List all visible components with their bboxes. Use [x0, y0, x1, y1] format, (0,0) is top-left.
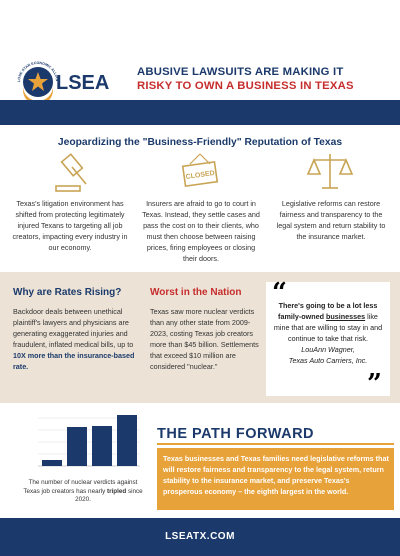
logo-star: [28, 72, 48, 91]
logo: LONE STAR ECONOMIC ALLIANCE LSEA: [10, 50, 109, 100]
closed-icon: CLOSED: [181, 153, 219, 188]
icons: CLOSED: [55, 153, 354, 192]
worst-heading: Worst in the Nation: [150, 287, 242, 298]
gavel-icon: [55, 153, 87, 192]
footer-url: LSEATX.COM: [165, 531, 235, 542]
quote-rest: like mine that are willing to stay in an…: [273, 312, 383, 343]
quote-author: LouAnn Wagner,: [301, 345, 355, 354]
intro-col1: Texas's litigation environment has shift…: [12, 199, 128, 252]
quote-underline: businesses: [325, 312, 366, 321]
quote-text: There's going to be a lot less family-ow…: [272, 300, 384, 366]
chart-caption: The number of nuclear verdicts against T…: [22, 479, 144, 505]
bar-chart: [38, 415, 140, 467]
path-heading: THE PATH FORWARD: [157, 426, 315, 442]
footer: LSEATX.COM: [0, 518, 400, 556]
closed-sign: CLOSED: [185, 170, 215, 181]
caption-bold: tripled: [106, 487, 127, 495]
bars: [42, 415, 137, 466]
band: [0, 100, 400, 125]
path-box: Texas businesses and Texas families need…: [157, 448, 394, 510]
scales-icon: [306, 154, 354, 189]
caption-after: since 2020.: [75, 487, 143, 504]
logo-text: LSEA: [56, 72, 109, 94]
path-rule: [157, 443, 394, 445]
logo-swoosh: [23, 86, 53, 100]
rates-body: Backdoor deals between unethical plainti…: [13, 307, 134, 349]
path-text: Texas businesses and Texas families need…: [163, 454, 389, 496]
quote-close: ”: [367, 369, 382, 399]
intro-col3: Legislative reforms can restore fairness…: [276, 199, 386, 241]
title-line2: RISKY TO OWN A BUSINESS IN TEXAS: [137, 80, 354, 92]
intro-col2: Insurers are afraid to go to court in Te…: [142, 199, 260, 263]
quote-box: “ ” There's going to be a lot less famil…: [266, 278, 390, 399]
rates-bold: 10X more than the insurance-based rate.: [13, 351, 135, 371]
quote-bold: There's going to be a lot less family-ow…: [278, 301, 378, 321]
rates-text: Backdoor deals between unethical plainti…: [13, 306, 135, 372]
intro-heading: Jeopardizing the "Business-Friendly" Rep…: [57, 137, 343, 148]
worst-text: Texas saw more nuclear verdicts than any…: [150, 307, 259, 371]
quote-open: “: [272, 278, 287, 308]
rates-heading: Why are Rates Rising?: [13, 287, 122, 298]
caption-before: The number of nuclear verdicts against T…: [23, 479, 138, 495]
title-line1: ABUSIVE LAWSUITS ARE MAKING IT: [137, 66, 344, 78]
quote-company: Texas Auto Carriers, Inc.: [288, 356, 368, 365]
